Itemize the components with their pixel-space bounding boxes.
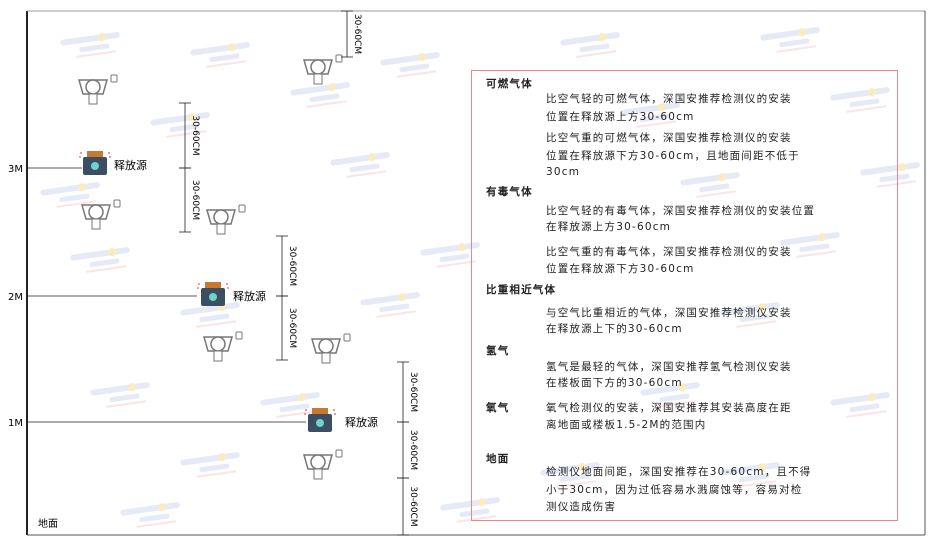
- section-text-line: 30cm: [546, 166, 581, 178]
- dimension-label: 30-60CM: [287, 246, 297, 286]
- section-text-line: 小于30cm，因为过低容易水溅腐蚀等，容易对检: [546, 484, 803, 496]
- watermark-logo-icon: [560, 32, 620, 58]
- level-label-3m: 3M: [8, 164, 23, 175]
- ground-label: 地面: [38, 517, 58, 530]
- gas-detector-icon: [81, 199, 121, 230]
- watermark-logo-icon: [120, 502, 180, 528]
- section-text-line: 检测仪地面间距，深国安推荐在30-60cm，且不得: [546, 466, 812, 478]
- guidance-panel: 可燃气体比空气轻的可燃气体，深国安推荐检测仪的安装 位置在释放源上方30-60cm…: [471, 70, 898, 521]
- dimension-marker: 30-60CM: [179, 167, 200, 233]
- section-heading: 可燃气体: [486, 78, 533, 90]
- section-heading: 氢气: [486, 345, 510, 357]
- gas-detector-icon: [303, 449, 343, 480]
- dimension-label: 30-60CM: [352, 14, 362, 54]
- watermark-logo-icon: [90, 382, 150, 408]
- watermark-logo-icon: [420, 242, 480, 268]
- dimension-marker: 30-60CM: [341, 10, 362, 58]
- watermark-logo-icon: [780, 232, 840, 258]
- dimension-label: 30-60CM: [190, 180, 200, 220]
- release-source-icon: [197, 282, 229, 306]
- section-heading: 有毒气体: [486, 186, 533, 198]
- section-text-line: 氢气是最轻的气体，深国安推荐氢气检测仪安装: [546, 361, 792, 373]
- release-source-icon: [304, 408, 336, 432]
- dimension-marker: 30-60CM: [397, 361, 418, 423]
- section-text-line: 离地面或楼板1.5-2M的范围内: [546, 419, 707, 431]
- watermark-logo-icon: [70, 247, 130, 273]
- watermark-logo-icon: [860, 162, 920, 188]
- section-heading: 氧气: [486, 402, 510, 414]
- section-text-line: 氧气检测仪的安装，深国安推荐其安装高度在距: [546, 402, 792, 414]
- watermark-logo-icon: [360, 292, 420, 318]
- watermark-logo-icon: [540, 462, 600, 488]
- release-source-label: 释放源: [233, 289, 266, 303]
- section-text-line: 比空气重的有毒气体，深国安推荐检测仪的安装: [546, 246, 792, 258]
- section-text-line: 与空气比重相近的气体，深国安推荐检测仪安装: [546, 307, 792, 319]
- watermark-logo-icon: [180, 452, 240, 478]
- section-text-line: 比空气轻的有毒气体，深国安推荐检测仪的安装位置: [546, 205, 816, 217]
- watermark-logo-icon: [190, 42, 250, 68]
- watermark-logo-icon: [330, 152, 390, 178]
- watermark-logo-icon: [680, 172, 740, 198]
- watermark-logo-icon: [40, 182, 100, 208]
- gas-detector-icon: [206, 204, 246, 235]
- watermark-logo-icon: [760, 27, 820, 53]
- dimension-label: 30-60CM: [408, 430, 418, 470]
- watermark-logo-icon: [620, 102, 680, 128]
- level-label-1m: 1M: [8, 418, 23, 429]
- dimension-label: 30-60CM: [408, 372, 418, 412]
- gas-detector-icon: [203, 331, 243, 362]
- watermark-logo-icon: [380, 52, 440, 78]
- section-text-line: 比空气重的可燃气体，深国安推荐检测仪的安装: [546, 132, 792, 144]
- section-text-line: 在楼板面下方的30-60cm: [546, 377, 683, 389]
- watermark-logo-icon: [180, 302, 240, 328]
- section-text-line: 测仪造成伤害: [546, 501, 617, 513]
- dimension-label: 30-60CM: [190, 115, 200, 155]
- dimension-marker: 30-60CM: [397, 477, 418, 536]
- section-heading: 比重相近气体: [486, 284, 557, 296]
- gas-detector-icon: [303, 54, 343, 85]
- watermark-logo-icon: [640, 382, 700, 408]
- watermarks: [40, 27, 920, 528]
- dimension-marker: 30-60CM: [397, 421, 418, 479]
- level-label-2m: 2M: [8, 292, 23, 303]
- section-heading: 地面: [486, 453, 510, 465]
- section-text-line: 比空气轻的可燃气体，深国安推荐检测仪的安装: [546, 93, 792, 105]
- release-source-icon: [79, 151, 111, 175]
- watermark-logo-icon: [60, 32, 120, 58]
- dimension-label: 30-60CM: [287, 308, 297, 348]
- dimension-marker: 30-60CM: [276, 295, 297, 361]
- release-source-label: 释放源: [114, 158, 147, 172]
- release-source-label: 释放源: [345, 415, 378, 429]
- section-text-line: 位置在释放源下方30-60cm: [546, 263, 695, 275]
- section-text-line: 在释放源上方30-60cm: [546, 221, 672, 233]
- watermark-logo-icon: [290, 82, 350, 108]
- dimension-marker: 30-60CM: [276, 235, 297, 297]
- gas-detector-icon: [311, 333, 351, 364]
- watermark-logo-icon: [150, 112, 210, 138]
- gas-detector-icon: [78, 74, 118, 105]
- watermark-logo-icon: [260, 392, 320, 418]
- watermark-logo-icon: [830, 87, 890, 113]
- dimension-label: 30-60CM: [408, 486, 418, 526]
- watermark-logo-icon: [720, 302, 780, 328]
- section-text-line: 位置在释放源下方30-60cm，且地面间距不低于: [546, 150, 800, 162]
- section-text-line: 位置在释放源上方30-60cm: [546, 111, 695, 123]
- watermark-logo-icon: [720, 462, 780, 488]
- section-text-line: 在释放源上下的30-60cm: [546, 323, 683, 335]
- watermark-logo-icon: [440, 497, 500, 523]
- watermark-logo-icon: [830, 392, 890, 418]
